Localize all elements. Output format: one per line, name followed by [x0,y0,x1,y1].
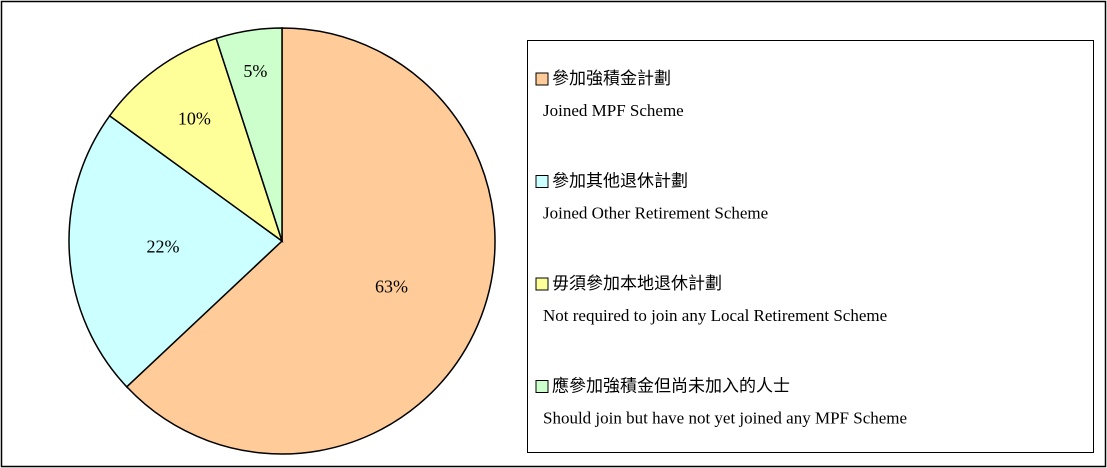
legend-swatch [535,72,549,86]
legend-label: 毋須參加本地退休計劃 [552,274,722,294]
legend-label: 參加其他退休計劃 [552,172,688,192]
legend-sublabel: Should join but have not yet joined any … [543,408,907,427]
pie-slice [68,114,284,388]
legend-sublabel: Joined Other Retirement Scheme [543,203,768,222]
slice-label: 10% [178,109,211,129]
legend-sublabel: Joined MPF Scheme [543,101,684,120]
legend-swatch [535,380,549,393]
legend-swatch [535,175,549,188]
pie-slice [215,27,283,242]
slice-label: 63% [375,276,408,296]
legend-label: 應參加強積金但尚未加入的人士 [552,376,790,397]
pie-slice [108,37,284,243]
legend-label: 參加強積金計劃 [552,69,671,89]
legend-swatch [535,277,549,291]
legend-box [527,40,1094,453]
legend-sublabel: Not required to join any Local Retiremen… [543,306,887,325]
slice-label: 5% [243,61,267,81]
pie-slice [125,27,496,455]
slice-label: 22% [146,237,179,257]
